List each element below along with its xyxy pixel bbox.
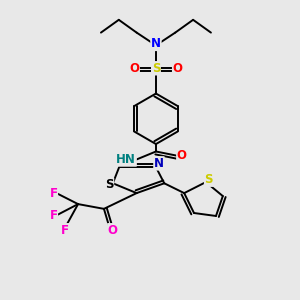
Text: F: F — [50, 209, 57, 222]
Text: S: S — [205, 173, 213, 186]
Text: O: O — [177, 148, 187, 162]
Text: S: S — [152, 62, 160, 75]
Text: O: O — [129, 62, 139, 75]
Text: N: N — [154, 157, 164, 170]
Text: O: O — [108, 224, 118, 237]
Text: HN: HN — [116, 153, 136, 166]
Text: S: S — [105, 178, 113, 191]
Text: F: F — [61, 224, 69, 237]
Text: F: F — [50, 187, 57, 200]
Text: N: N — [151, 38, 161, 50]
Text: O: O — [172, 62, 183, 75]
